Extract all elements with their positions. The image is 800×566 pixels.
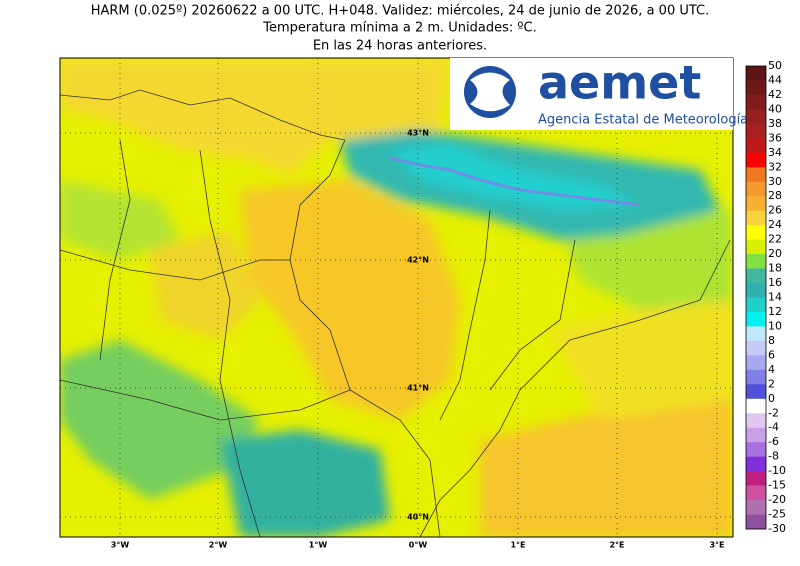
color-swatch [746,398,766,414]
color-swatch [746,442,766,457]
map-frame [59,57,734,538]
color-swatch [746,326,766,342]
colorbar-label: 10 [768,319,782,332]
colorbar-label: 8 [768,334,775,347]
color-swatch [746,210,766,226]
color-swatch [746,181,766,197]
color-swatch [746,167,766,183]
color-swatch [746,297,766,313]
colorbar-label: 20 [768,247,782,260]
colorbar-label: 40 [768,102,782,115]
colorbar-label: 2 [768,377,775,390]
lon-label: 2°E [609,541,624,550]
color-swatch [746,413,766,429]
colorbar-label: -2 [768,406,779,419]
color-swatch [746,369,766,385]
logo-subtitle: Agencia Estatal de Meteorología [538,113,748,128]
colorbar-label: 36 [768,131,782,144]
color-swatch [746,225,766,240]
color-swatch [746,340,766,356]
title-line: Temperatura mínima a 2 m. Unidades: ºC. [262,21,537,36]
logo: aemet Agencia Estatal de Meteorología [450,56,748,130]
colorbar-label: -25 [768,508,786,521]
colorbar-label: -15 [768,479,786,492]
color-swatch [746,355,766,371]
colorbar-label: 38 [768,117,782,130]
colorbar-label: 32 [768,160,782,173]
colorbar-label: 26 [768,204,782,217]
color-swatch [746,66,766,81]
colorbar-label: 16 [768,276,782,289]
colorbar-label: 42 [768,88,782,101]
graticule: 3°W 2°W 1°W 0°W 1°E 2°E 3°E 43°N 42°N 41°N 40°N [60,58,733,550]
colorbar-label: -30 [768,522,786,535]
colorbar-label: 4 [768,363,775,376]
colorbar-label: 22 [768,233,782,246]
color-swatch [746,427,766,443]
lat-label: 40°N [407,513,429,522]
colorbar-label: 24 [768,218,782,231]
title-line: HARM (0.025º) 20260622 a 00 UTC. H+048. … [91,4,710,19]
colorbar-label: -10 [768,464,786,477]
color-swatch [746,94,766,110]
map [60,58,733,537]
color-swatch [746,485,766,501]
colorbar-frame [745,65,767,530]
color-swatch [746,456,766,472]
colorbar-label: 34 [768,146,782,159]
colorbar-label: 0 [768,392,775,405]
color-swatch [746,196,766,211]
lat-label: 42°N [407,256,429,265]
colorbar-label: -20 [768,493,786,506]
lon-label: 1°W [309,541,328,550]
color-swatch [746,109,766,125]
color-swatch [746,268,766,284]
colorbar-label: 18 [768,262,782,275]
color-swatch [746,384,766,400]
lon-label: 0°W [409,541,428,550]
colorbar-label: -8 [768,450,779,463]
colorbar-label: 6 [768,348,775,361]
color-swatch [746,152,766,168]
color-swatch [746,80,766,96]
colorbar-label: 30 [768,175,782,188]
lat-label: 43°N [407,129,429,138]
colorbar: 5044424038363432302826242220181614121086… [745,59,786,535]
colorbar-label: -4 [768,421,779,434]
color-swatch [746,239,766,255]
colorbar-label: 12 [768,305,782,318]
color-swatch [746,283,766,298]
colorbar-label: 50 [768,59,782,72]
color-swatch [746,123,766,139]
colorbar-label: 14 [768,291,782,304]
colorbar-label: 28 [768,189,782,202]
color-swatch [746,471,766,486]
colorbar-label: -6 [768,435,779,448]
lon-label: 1°E [510,541,525,550]
lon-label: 3°E [709,541,724,550]
lat-label: 41°N [407,384,429,393]
color-swatch [746,311,766,327]
color-swatch [746,254,766,269]
color-swatch [746,514,766,530]
colorbar-label: 44 [768,73,782,86]
logo-name: aemet [538,56,701,110]
color-swatch [746,138,766,154]
color-swatch [746,500,766,515]
title-line: En las 24 horas anteriores. [313,39,487,54]
lon-label: 3°W [111,541,130,550]
lon-label: 2°W [209,541,228,550]
